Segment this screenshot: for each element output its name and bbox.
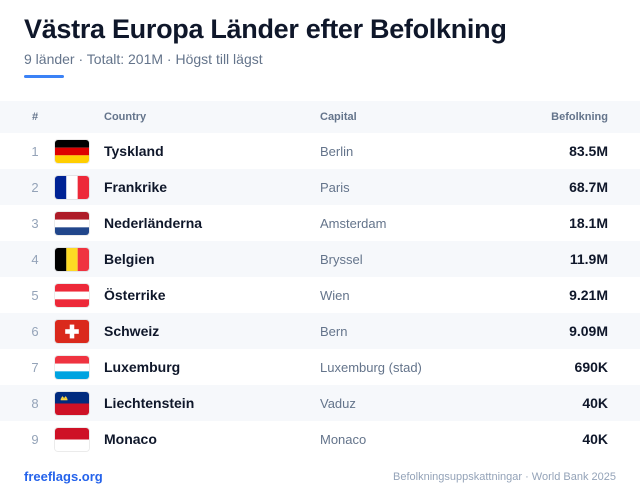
capital-name: Bryssel — [320, 251, 363, 267]
capital-name: Paris — [320, 179, 350, 195]
population-value: 18.1M — [569, 215, 608, 231]
luxembourg-flag-icon — [55, 355, 89, 379]
rank-cell: 8 — [31, 395, 39, 411]
germany-flag-icon — [55, 139, 89, 163]
table-row: 3 Nederländerna Amsterdam 18.1M — [0, 205, 640, 241]
country-name: Tyskland — [104, 143, 164, 159]
population-value: 40K — [582, 431, 608, 447]
column-header-capital: Capital — [320, 111, 357, 123]
rank-cell: 5 — [31, 287, 39, 303]
page-header: Västra Europa Länder efter Befolkning 9 … — [24, 12, 616, 78]
capital-name: Berlin — [320, 143, 354, 159]
table-row: 8 Liechtenstein Vaduz 40K — [0, 385, 640, 421]
switzerland-flag-icon — [55, 319, 89, 343]
rank-cell: 1 — [31, 143, 39, 159]
rank-cell: 6 — [31, 323, 39, 339]
page-subtitle: 9 länder · Totalt: 201M · Högst till läg… — [24, 51, 263, 67]
table-row: 4 Belgien Bryssel 11.9M — [0, 241, 640, 277]
table-row: 7 Luxemburg Luxemburg (stad) 690K — [0, 349, 640, 385]
france-flag-icon — [55, 175, 89, 199]
rank-cell: 2 — [31, 179, 39, 195]
table-row: 5 Österrike Wien 9.21M — [0, 277, 640, 313]
population-value: 690K — [574, 359, 608, 375]
countries-table: # Country Capital Befolkning 1 Tyskland … — [0, 101, 640, 457]
country-name: Liechtenstein — [104, 395, 195, 411]
table-row: 9 Monaco Monaco 40K — [0, 421, 640, 457]
page-title: Västra Europa Länder efter Befolkning — [24, 14, 507, 44]
capital-name: Monaco — [320, 431, 367, 447]
population-value: 83.5M — [569, 143, 608, 159]
capital-name: Luxemburg (stad) — [320, 359, 422, 375]
netherlands-flag-icon — [55, 211, 89, 235]
site-link[interactable]: freeflags.org — [24, 469, 103, 484]
monaco-flag-icon — [55, 427, 89, 451]
column-header-country: Country — [104, 111, 147, 123]
rank-cell: 9 — [31, 431, 39, 447]
belgium-flag-icon — [55, 247, 89, 271]
country-name: Monaco — [104, 431, 157, 447]
country-name: Schweiz — [104, 323, 160, 339]
rank-cell: 3 — [31, 215, 39, 231]
table-row: 1 Tyskland Berlin 83.5M — [0, 133, 640, 169]
capital-name: Vaduz — [320, 395, 356, 411]
population-value: 9.21M — [569, 287, 608, 303]
country-name: Nederländerna — [104, 215, 203, 231]
table-row: 6 Schweiz Bern 9.09M — [0, 313, 640, 349]
capital-name: Wien — [320, 287, 350, 303]
title-accent-bar — [24, 75, 64, 78]
population-value: 11.9M — [569, 251, 608, 267]
column-header-flag — [55, 101, 104, 133]
country-name: Belgien — [104, 251, 155, 267]
austria-flag-icon — [55, 283, 89, 307]
population-value: 40K — [582, 395, 608, 411]
table-header-row: # Country Capital Befolkning — [0, 101, 640, 133]
country-name: Luxemburg — [104, 359, 181, 375]
population-value: 9.09M — [569, 323, 608, 339]
country-name: Frankrike — [104, 179, 168, 195]
population-value: 68.7M — [569, 179, 608, 195]
capital-name: Amsterdam — [320, 215, 387, 231]
liechtenstein-flag-icon — [55, 391, 89, 415]
table-row: 2 Frankrike Paris 68.7M — [0, 169, 640, 205]
column-header-population: Befolkning — [551, 111, 608, 123]
rank-cell: 7 — [31, 359, 39, 375]
country-name: Österrike — [104, 287, 166, 303]
column-header-rank: # — [31, 111, 39, 123]
source-note: Befolkningsuppskattningar · World Bank 2… — [393, 471, 616, 483]
rank-cell: 4 — [31, 251, 39, 267]
capital-name: Bern — [320, 323, 348, 339]
